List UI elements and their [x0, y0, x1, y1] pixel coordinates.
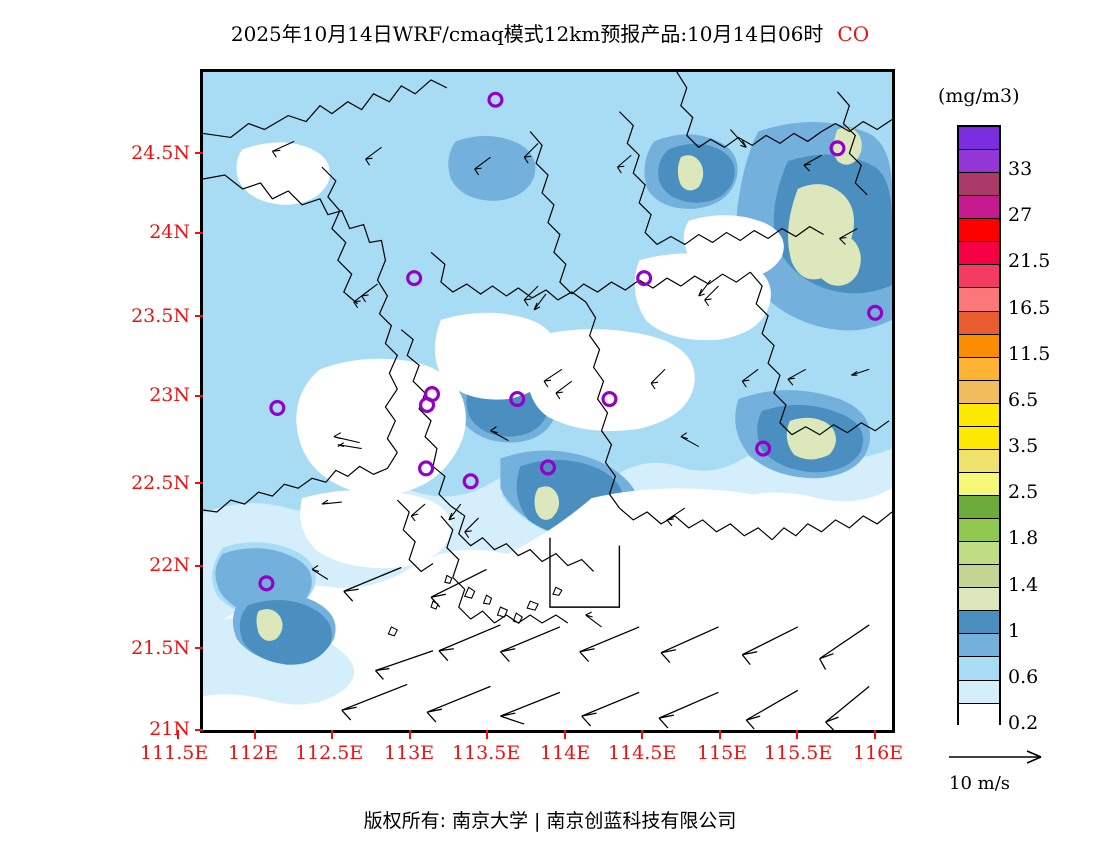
x-tick-label-7: 115E — [697, 742, 748, 764]
x-tick-label-0: 111.5E — [140, 742, 209, 764]
colorbar-segment-23 — [959, 657, 999, 681]
colorbar-segment-4 — [959, 219, 999, 243]
colorbar-label-1: 1 — [1008, 619, 1021, 642]
y-tick-mark-2 — [195, 315, 203, 317]
colorbar-segment-16 — [959, 496, 999, 520]
colorbar-segment-8 — [959, 311, 999, 335]
colorbar-label-1.4: 1.4 — [1008, 573, 1039, 596]
x-tick-label-8: 115.5E — [764, 742, 833, 764]
x-tick-label-1: 112E — [228, 742, 279, 764]
colorbar-segment-17 — [959, 519, 999, 543]
page-title: 2025年10月14日WRF/cmaq模式12km预报产品:10月14日06时 C… — [0, 18, 1100, 47]
x-tick-mark-9 — [874, 730, 876, 739]
x-tick-mark-0 — [177, 730, 179, 739]
x-tick-label-2: 112.5E — [295, 742, 364, 764]
y-tick-mark-1 — [195, 232, 203, 234]
x-tick-label-5: 114E — [540, 742, 591, 764]
footer-copyright-text: 版权所有: 南京大学 — [363, 810, 529, 832]
colorbar-label-0.2: 0.2 — [1008, 712, 1039, 734]
colorbar-segment-12 — [959, 403, 999, 427]
colorbar-segment-3 — [959, 196, 999, 220]
x-tick-mark-8 — [796, 730, 798, 739]
x-tick-mark-5 — [564, 730, 566, 739]
x-tick-mark-2 — [331, 730, 333, 739]
y-tick-mark-0 — [195, 152, 203, 154]
colorbar-segment-11 — [959, 380, 999, 404]
y-tick-mark-6 — [195, 647, 203, 649]
colorbar-segment-7 — [959, 288, 999, 312]
colorbar-units-label: (mg/m3) — [938, 85, 1020, 107]
right-arrow-icon — [949, 750, 1042, 764]
y-tick-label-1: 24N — [149, 221, 190, 243]
colorbar-segment-10 — [959, 357, 999, 381]
wind-scale-legend: 10 m/s — [945, 745, 1075, 794]
colorbar-segment-15 — [959, 472, 999, 496]
colorbar-segment-14 — [959, 449, 999, 473]
wind-scale-label: 10 m/s — [949, 773, 1010, 794]
colorbar-segment-22 — [959, 634, 999, 658]
colorbar-segment-18 — [959, 542, 999, 566]
colorbar-segment-1 — [959, 150, 999, 174]
title-text: 2025年10月14日WRF/cmaq模式12km预报产品:10月14日06时 — [230, 22, 824, 46]
colorbar-segment-24 — [959, 680, 999, 704]
title-species: CO — [837, 22, 870, 46]
footer-copyright: 版权所有: 南京大学 | 南京创蓝科技有限公司 — [0, 806, 1100, 833]
y-tick-label-2: 23.5N — [131, 305, 190, 327]
y-tick-label-3: 23N — [149, 384, 190, 406]
y-tick-mark-7 — [195, 729, 203, 731]
map-plot-area[interactable] — [200, 69, 895, 733]
y-tick-label-6: 21.5N — [131, 637, 190, 659]
colorbar-segment-0 — [959, 127, 999, 151]
colorbar-segment-9 — [959, 334, 999, 358]
y-tick-label-0: 24.5N — [131, 142, 190, 164]
x-tick-mark-3 — [409, 730, 411, 739]
colorbar-segment-13 — [959, 426, 999, 450]
y-tick-mark-5 — [195, 565, 203, 567]
colorbar-label-11.5: 11.5 — [1008, 342, 1051, 365]
colorbar-segment-25 — [959, 703, 999, 727]
x-tick-label-4: 113.5E — [452, 742, 521, 764]
colorbar-label-1.8: 1.8 — [1008, 527, 1039, 550]
x-tick-mark-4 — [486, 730, 488, 739]
colorbar-label-2.5: 2.5 — [1008, 481, 1039, 504]
colorbar-label-21.5: 21.5 — [1008, 250, 1051, 273]
colorbar-label-0.6: 0.6 — [1008, 665, 1039, 688]
footer-separator: | — [534, 810, 541, 832]
y-tick-label-4: 22.5N — [131, 472, 190, 494]
x-tick-label-6: 114.5E — [608, 742, 677, 764]
colorbar-label-27: 27 — [1008, 204, 1033, 227]
x-tick-label-9: 116E — [853, 742, 904, 764]
colorbar-segment-6 — [959, 265, 999, 289]
y-tick-label-7: 21N — [149, 718, 190, 740]
x-tick-label-3: 113E — [384, 742, 435, 764]
colorbar-segment-20 — [959, 588, 999, 612]
y-tick-mark-4 — [195, 482, 203, 484]
colorbar-segment-21 — [959, 611, 999, 635]
colorbar-label-6.5: 6.5 — [1008, 388, 1039, 411]
colorbar-label-16.5: 16.5 — [1008, 296, 1051, 319]
colorbar-label-33: 33 — [1008, 158, 1033, 181]
contour-map — [203, 72, 892, 730]
x-tick-mark-1 — [254, 730, 256, 739]
x-tick-mark-7 — [719, 730, 721, 739]
colorbar[interactable] — [957, 125, 1001, 727]
y-tick-label-5: 22N — [149, 554, 190, 576]
colorbar-label-3.5: 3.5 — [1008, 435, 1039, 458]
footer-company-text: 南京创蓝科技有限公司 — [546, 810, 737, 832]
y-tick-mark-3 — [195, 395, 203, 397]
colorbar-segment-19 — [959, 565, 999, 589]
x-tick-mark-6 — [641, 730, 643, 739]
colorbar-segment-5 — [959, 242, 999, 266]
colorbar-segment-2 — [959, 173, 999, 197]
